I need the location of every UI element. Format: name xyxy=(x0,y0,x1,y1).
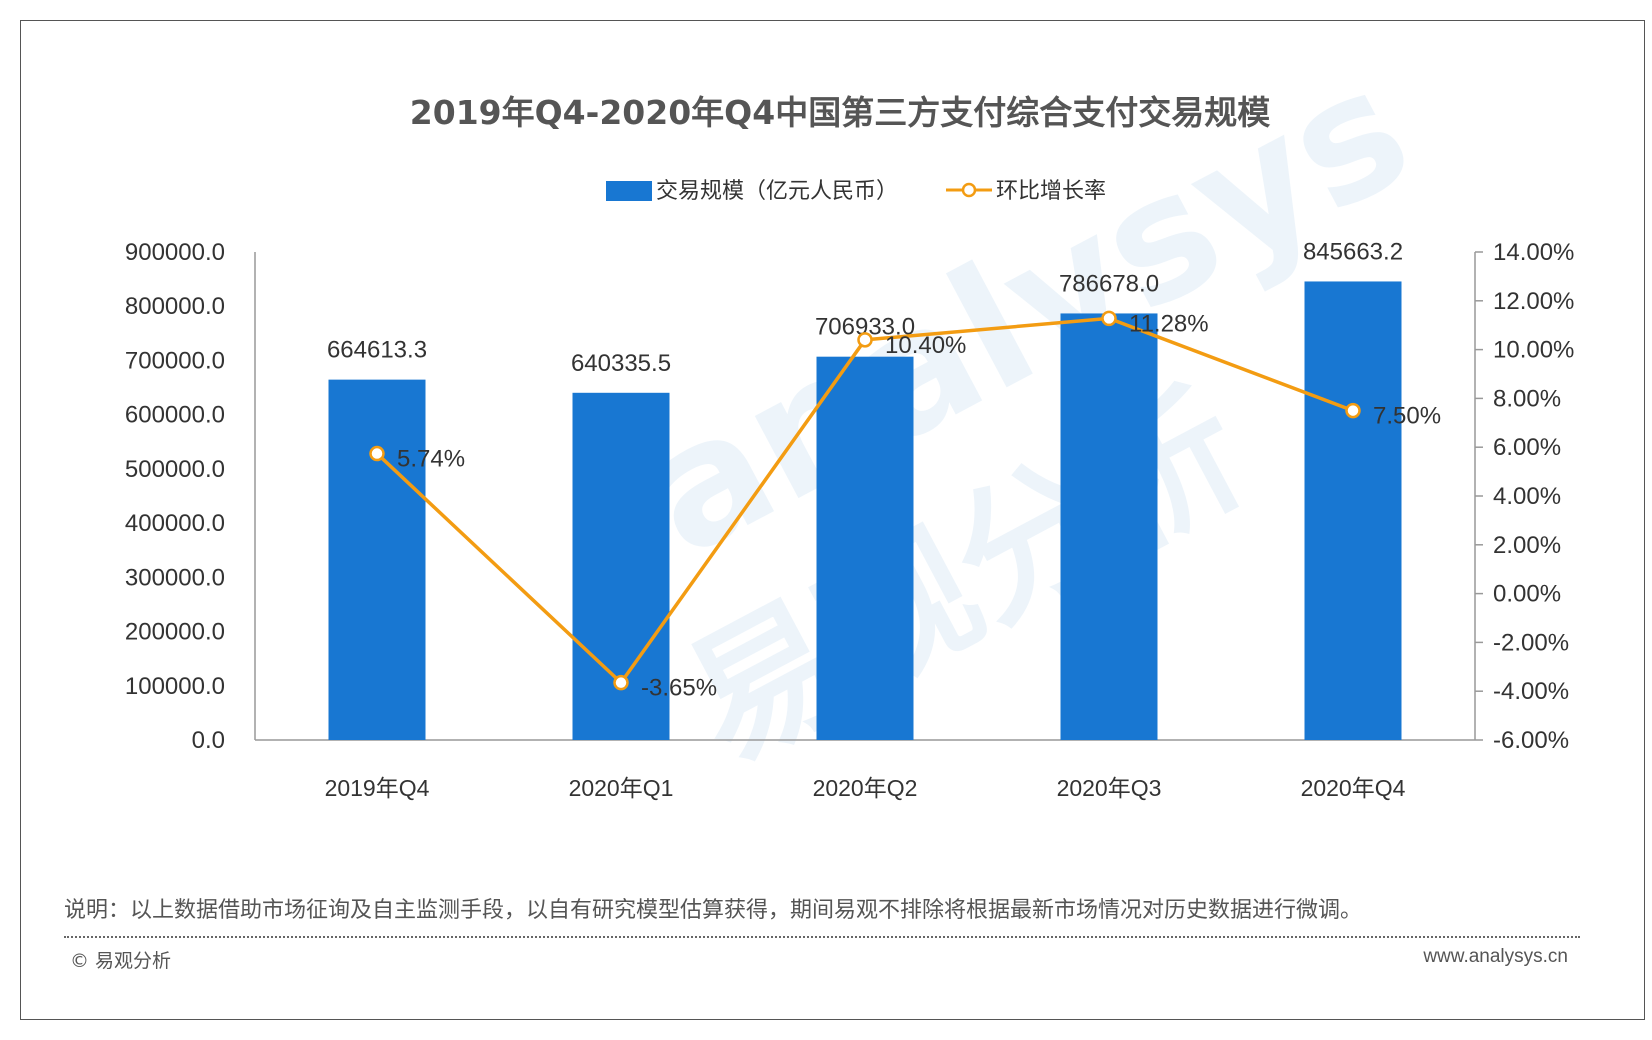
growth-point xyxy=(613,674,629,691)
legend: 交易规模（亿元人民币） 环比增长率 xyxy=(606,179,1106,204)
footer-divider xyxy=(64,936,1580,938)
right-tick-label: 12.00% xyxy=(1493,288,1574,315)
growth-label: 7.50% xyxy=(1373,403,1441,430)
right-tick-label: -4.00% xyxy=(1493,678,1569,705)
bar-value-label: 786678.0 xyxy=(1059,270,1159,297)
legend-line-marker xyxy=(961,182,977,198)
growth-label: 10.40% xyxy=(885,332,966,359)
axes: 900000.0 800000.0 700000.0 600000.0 500000.0… xyxy=(125,239,1575,801)
left-tick-label: 100000.0 xyxy=(125,673,225,700)
right-tick-label: 2.00% xyxy=(1493,532,1561,559)
left-tick-label: 800000.0 xyxy=(125,293,225,320)
legend-bar-swatch xyxy=(606,181,652,201)
right-tick-label: 10.00% xyxy=(1493,337,1574,364)
website-link[interactable]: www.analysys.cn xyxy=(1423,946,1568,967)
category-label: 2020年Q3 xyxy=(1057,775,1162,801)
growth-point xyxy=(1101,310,1117,327)
growth-point xyxy=(369,445,385,462)
line-series: 5.74% -3.65% 10.40% 11.28% 7.50% xyxy=(369,310,1441,702)
right-tick-label: 4.00% xyxy=(1493,483,1561,510)
left-tick-label: 700000.0 xyxy=(125,347,225,374)
right-tick-label: -2.00% xyxy=(1493,629,1569,656)
growth-point xyxy=(857,332,873,348)
left-tick-label: 0.0 xyxy=(192,727,225,754)
right-tick-label: 0.00% xyxy=(1493,581,1561,608)
category-label: 2020年Q1 xyxy=(569,775,674,801)
footnote: 说明：以上数据借助市场征询及自主监测手段，以自有研究模型估算获得，期间易观不排除… xyxy=(64,898,1363,923)
growth-label: 5.74% xyxy=(397,446,465,473)
category-label: 2020年Q4 xyxy=(1301,775,1406,801)
legend-bar-label: 交易规模（亿元人民币） xyxy=(656,179,898,204)
chart-title: 2019年Q4-2020年Q4中国第三方支付综合支付交易规模 xyxy=(410,93,1271,132)
bar-value-label: 664613.3 xyxy=(327,337,427,364)
bar xyxy=(1304,281,1402,740)
left-tick-label: 400000.0 xyxy=(125,510,225,537)
left-tick-label: 200000.0 xyxy=(125,619,225,646)
growth-label: 11.28% xyxy=(1129,310,1209,337)
category-label: 2020年Q2 xyxy=(813,775,918,801)
copyright: © 易观分析 xyxy=(70,950,172,972)
left-tick-label: 600000.0 xyxy=(125,402,225,429)
growth-label: -3.65% xyxy=(641,675,717,702)
bar-value-label: 845663.2 xyxy=(1303,238,1403,265)
bar-value-label: 640335.5 xyxy=(571,350,671,377)
right-tick-label: 8.00% xyxy=(1493,385,1561,412)
bar xyxy=(816,356,914,740)
left-tick-label: 500000.0 xyxy=(125,456,225,483)
legend-line-label: 环比增长率 xyxy=(996,179,1106,204)
bar xyxy=(1060,313,1158,740)
growth-point xyxy=(1345,402,1361,419)
left-tick-label: 900000.0 xyxy=(125,239,225,266)
right-tick-label: 6.00% xyxy=(1493,434,1561,461)
left-tick-label: 300000.0 xyxy=(125,564,225,591)
bar xyxy=(328,379,426,740)
category-label: 2019年Q4 xyxy=(325,775,430,801)
right-tick-label: -6.00% xyxy=(1493,727,1569,754)
right-tick-label: 14.00% xyxy=(1493,239,1574,266)
